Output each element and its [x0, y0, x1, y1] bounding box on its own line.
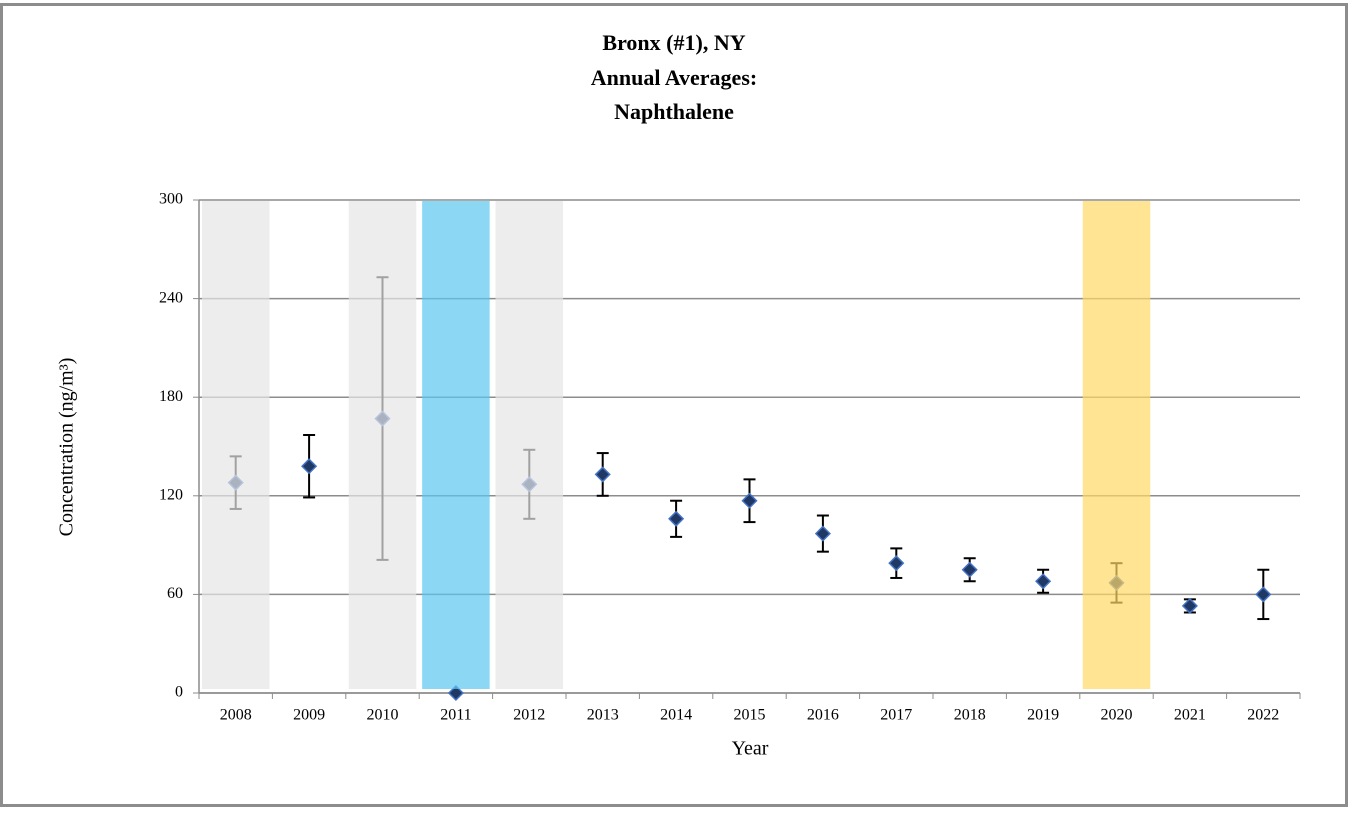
x-tick-label: 2021	[1174, 707, 1206, 724]
x-tick-label: 2022	[1247, 707, 1279, 724]
x-tick-label: 2011	[440, 707, 471, 724]
x-tick-label: 2008	[220, 707, 252, 724]
y-tick-label: 60	[167, 585, 183, 602]
data-point	[1255, 586, 1272, 603]
highlight-band	[495, 201, 564, 689]
y-tick-label: 0	[175, 684, 183, 701]
chart-title: Annual Averages:	[591, 65, 757, 90]
chart-title: Naphthalene	[614, 99, 734, 124]
y-tick-label: 120	[159, 486, 183, 503]
x-tick-label: 2018	[954, 707, 986, 724]
x-axis-label: Year	[732, 738, 769, 760]
y-axis-label: Concentration (ng/m³)	[56, 358, 78, 537]
data-point	[594, 466, 611, 483]
chart-title: Bronx (#1), NY	[602, 30, 745, 55]
data-point	[741, 492, 758, 509]
data-point	[1181, 597, 1198, 614]
y-tick-label: 300	[159, 191, 183, 208]
x-tick-label: 2015	[734, 707, 766, 724]
x-tick-label: 2012	[513, 707, 545, 724]
highlight-band	[348, 201, 417, 689]
data-point	[1035, 573, 1052, 590]
data-point	[961, 561, 978, 578]
x-tick-label: 2017	[880, 707, 912, 724]
data-point	[447, 684, 464, 702]
data-point	[814, 525, 831, 542]
x-tick-label: 2020	[1101, 707, 1133, 724]
y-tick-label: 240	[159, 289, 183, 306]
highlight-band	[201, 201, 270, 689]
x-tick-label: 2009	[293, 707, 325, 724]
x-tick-label: 2019	[1027, 707, 1059, 724]
data-point	[888, 555, 905, 572]
y-tick-label: 180	[159, 388, 183, 405]
x-tick-label: 2010	[367, 707, 399, 724]
highlight-band	[1082, 201, 1151, 689]
data-point	[301, 458, 318, 475]
highlight-band	[422, 201, 490, 689]
data-point	[668, 510, 685, 527]
x-tick-label: 2013	[587, 707, 619, 724]
x-tick-label: 2014	[660, 707, 692, 724]
x-tick-label: 2016	[807, 707, 839, 724]
